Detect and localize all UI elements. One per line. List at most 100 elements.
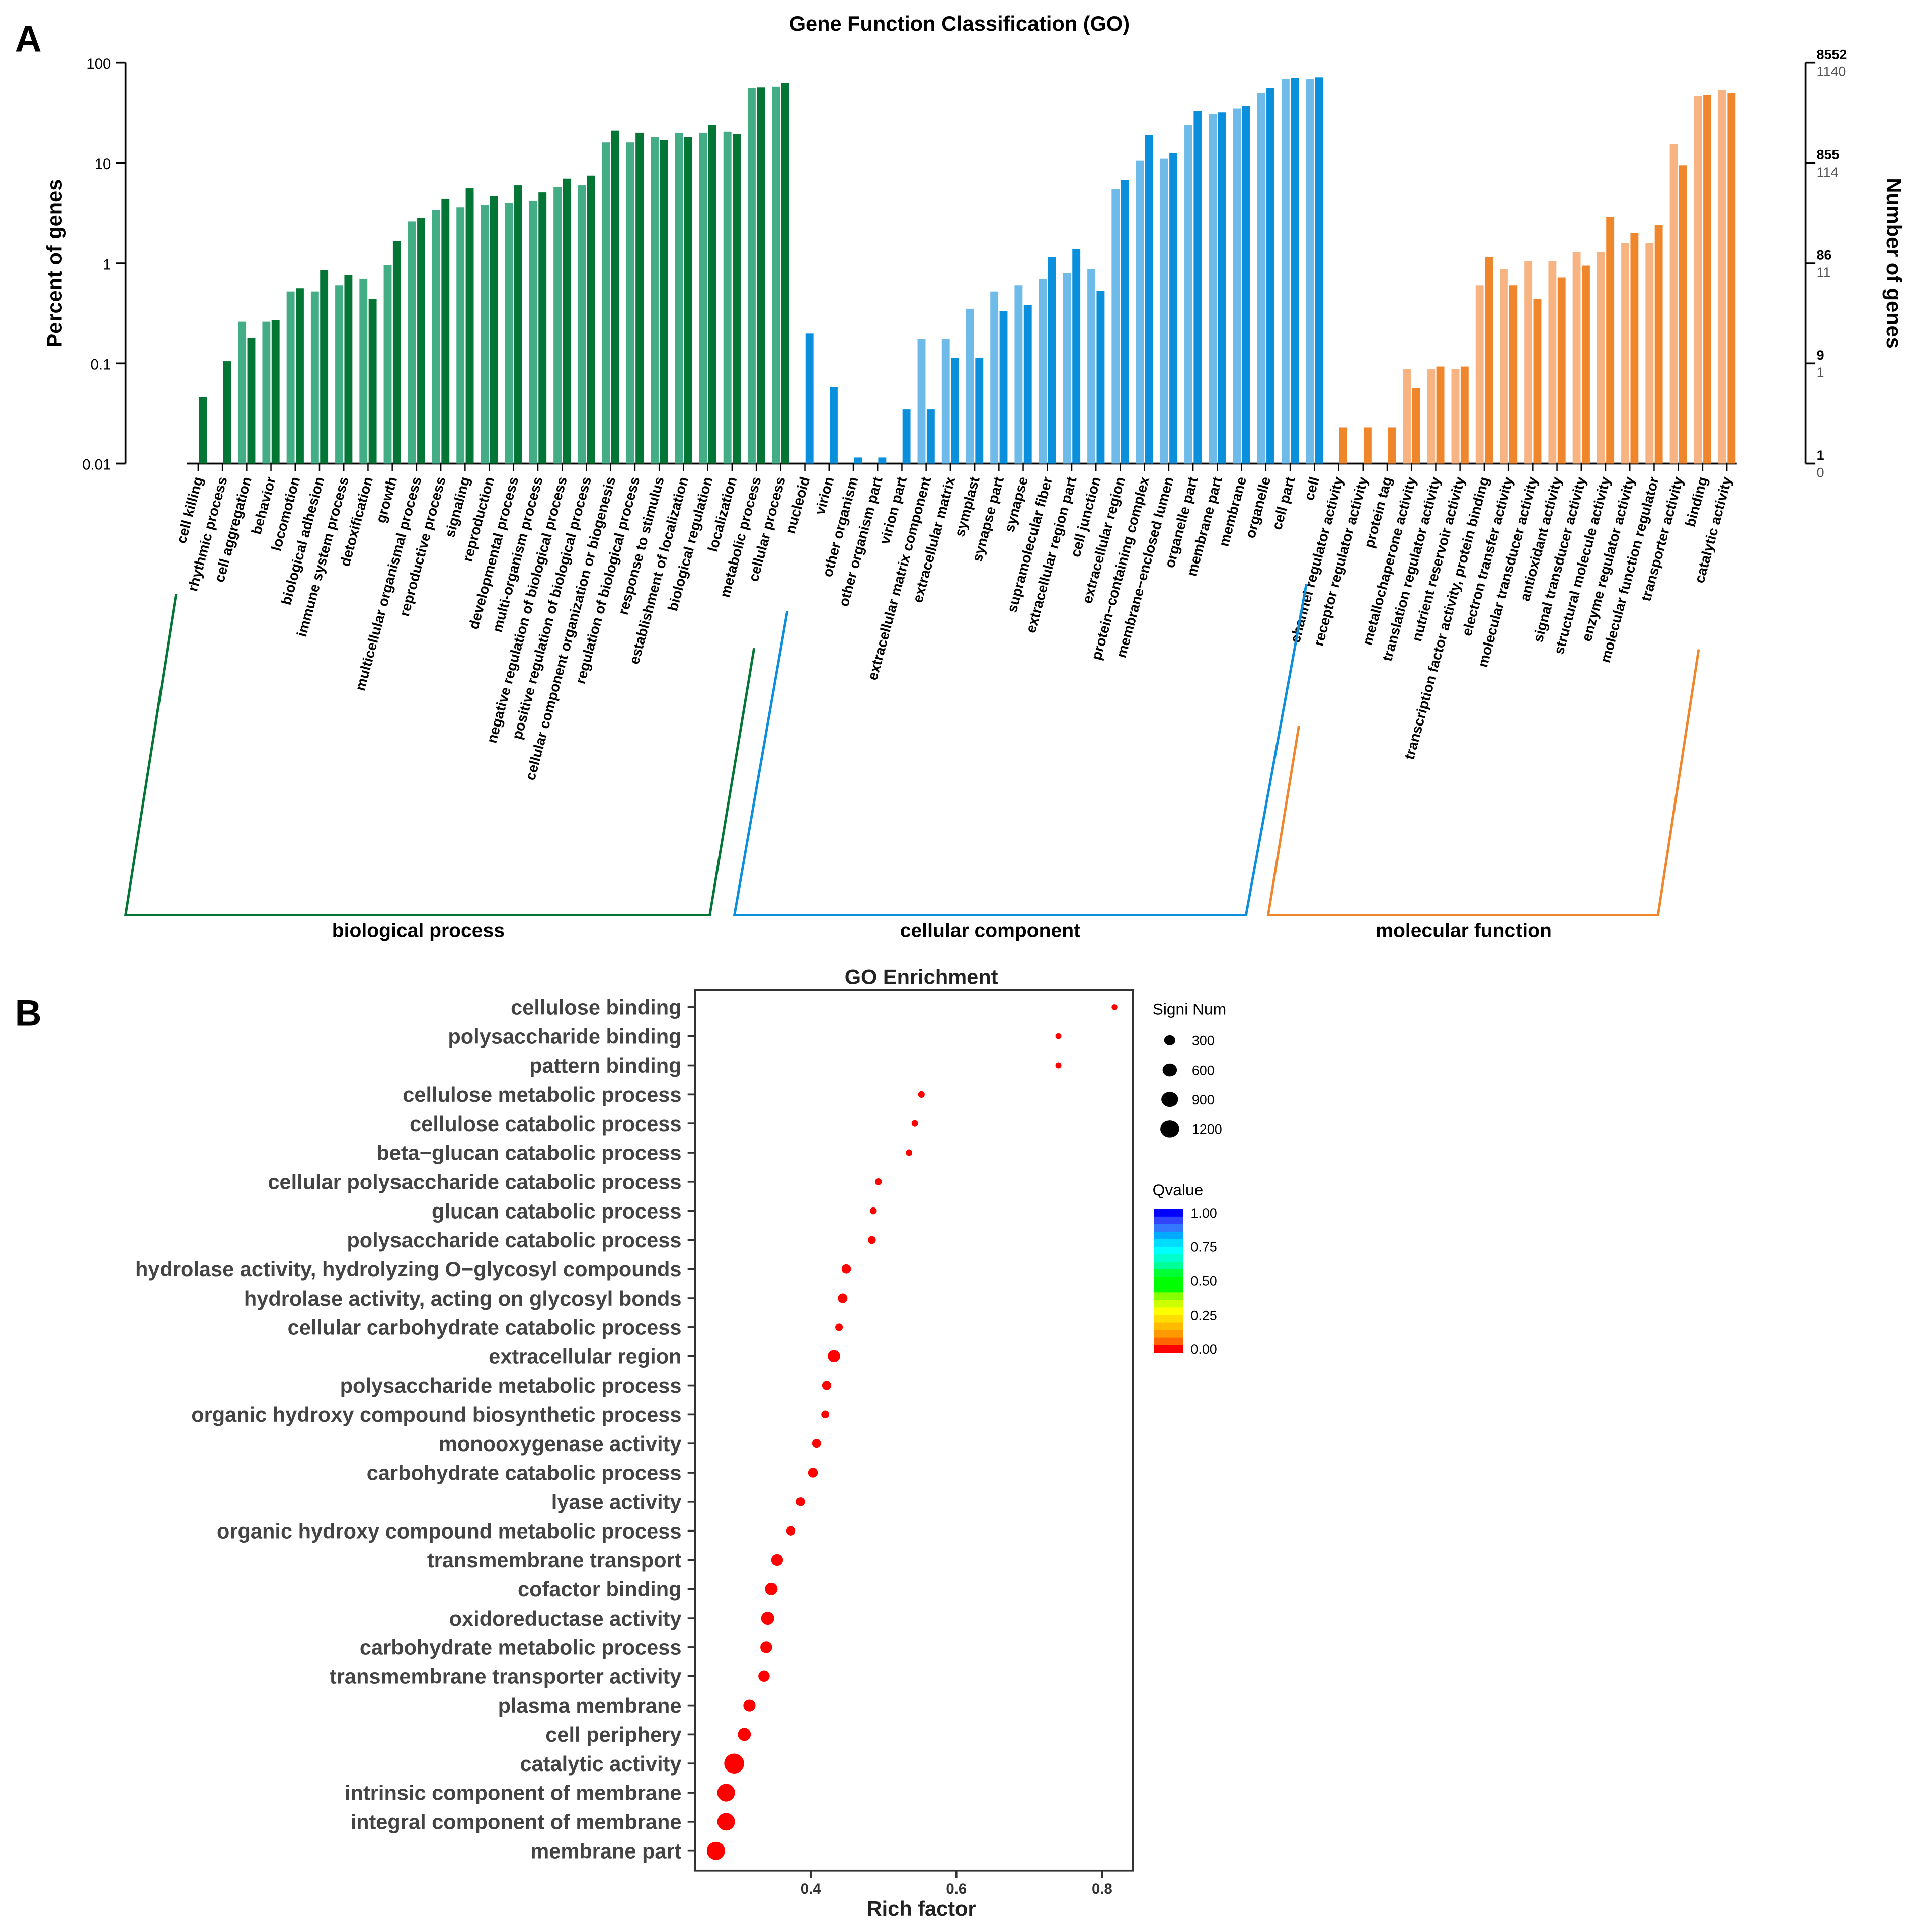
term-row-hydrolase-activity-hydrolyzing-o-glycosyl-compounds: hydrolase activity, hydrolyzing O−glycos…	[135, 1257, 851, 1281]
color-scale-band	[1154, 1247, 1183, 1255]
y-tick-label: 100	[86, 56, 111, 72]
color-legend-title: Qvalue	[1153, 1181, 1204, 1199]
enrichment-point	[821, 1410, 829, 1419]
term-label: cellulose catabolic process	[410, 1112, 681, 1136]
term-row-cellular-polysaccharide-catabolic-process: cellular polysaccharide catabolic proces…	[268, 1170, 882, 1193]
category-label: cell	[1301, 475, 1322, 502]
enrichment-point	[765, 1582, 778, 1595]
y2-tick-label-all: 1	[1817, 448, 1824, 463]
x-tick-label: 0.8	[1092, 1881, 1112, 1897]
bar-all-establishment-of-localization	[675, 132, 683, 464]
term-label: carbohydrate catabolic process	[367, 1461, 682, 1485]
size-legend: Signi Num 300 600 900 1200	[1153, 1000, 1226, 1138]
bar-deg-signaling	[465, 188, 474, 464]
term-label: transmembrane transport	[427, 1548, 682, 1572]
category-label: growth	[373, 475, 400, 524]
term-label: lyase activity	[551, 1490, 682, 1513]
enrichment-point	[738, 1728, 751, 1741]
color-scale-band	[1154, 1224, 1183, 1233]
term-row-cofactor-binding: cofactor binding	[518, 1577, 778, 1601]
term-label: beta−glucan catabolic process	[376, 1141, 681, 1165]
bar-deg-nutrient-reservoir-activity	[1460, 366, 1469, 464]
color-scale-band	[1154, 1322, 1183, 1331]
term-label: integral component of membrane	[351, 1810, 682, 1834]
color-scale-band	[1154, 1300, 1183, 1308]
term-row-transmembrane-transporter-activity: transmembrane transporter activity	[330, 1664, 770, 1688]
size-legend-dot	[1161, 1092, 1178, 1107]
bar-deg-cell-aggregation	[247, 338, 256, 464]
bar-deg-cell-part	[1291, 78, 1299, 464]
bar-all-translation-regulator-activity	[1427, 369, 1436, 464]
term-label: extracellular region	[489, 1344, 681, 1368]
y-tick-label: 0.01	[82, 457, 111, 473]
bar-deg-receptor-regulator-activity	[1363, 427, 1372, 464]
bar-all-organelle-part	[1184, 125, 1192, 464]
term-row-beta-glucan-catabolic-process: beta−glucan catabolic process	[376, 1141, 913, 1165]
bar-deg-catalytic-activity	[1727, 93, 1736, 464]
y2-tick-label-all: 86	[1817, 248, 1832, 263]
bar-all-enzyme-regulator-activity	[1621, 243, 1630, 464]
color-scale-band	[1154, 1239, 1183, 1248]
term-label: hydrolase activity, hydrolyzing O−glycos…	[135, 1257, 681, 1281]
color-legend-label: 0.00	[1190, 1342, 1217, 1357]
enrichment-point	[867, 1236, 876, 1244]
bar-all-protein-containing-complex	[1136, 160, 1144, 464]
enrichment-point	[717, 1784, 735, 1802]
bar-deg-electron-transfer-activity	[1509, 285, 1518, 464]
bar-deg-membrane-enclosed-lumen	[1169, 153, 1178, 464]
bar-deg-response-to-stimulus	[660, 139, 668, 464]
bar-deg-enzyme-regulator-activity	[1630, 233, 1639, 464]
color-scale-band	[1154, 1292, 1183, 1301]
bar-all-membrane-part	[1209, 113, 1217, 464]
term-label: cellulose binding	[511, 996, 681, 1019]
term-row-carbohydrate-catabolic-process: carbohydrate catabolic process	[367, 1461, 818, 1485]
bar-all-immune-system-process	[335, 285, 344, 464]
term-row-cellulose-catabolic-process: cellulose catabolic process	[410, 1112, 918, 1136]
bar-all-reproduction	[481, 205, 489, 464]
bar-deg-protein-tag	[1388, 427, 1396, 464]
y2-tick-label-deg: 114	[1817, 165, 1839, 180]
bar-all-nutrient-reservoir-activity	[1451, 369, 1460, 464]
bar-deg-multicellular-organismal-process	[417, 218, 426, 464]
bar-deg-reproduction	[490, 196, 498, 464]
bar-all-detoxification	[359, 278, 368, 464]
color-scale-band	[1154, 1209, 1183, 1218]
bar-all-growth	[383, 265, 392, 464]
bar-deg-supramolecular-fiber	[1048, 257, 1056, 464]
enrichment-point	[758, 1670, 770, 1682]
panel-label-b: B	[15, 993, 42, 1034]
color-scale-band	[1154, 1269, 1183, 1278]
bar-all-membrane-enclosed-lumen	[1160, 158, 1168, 464]
color-legend-label: 1.00	[1190, 1205, 1217, 1221]
enrichment-point	[724, 1753, 744, 1774]
color-legend-label: 0.25	[1190, 1308, 1217, 1323]
group-label-biological-process: biological process	[332, 920, 505, 942]
y2-axis-label: Number of genes	[1882, 178, 1906, 348]
bar-all-transcription-factor-activity-protein-binding	[1475, 285, 1484, 464]
bar-all-antioxidant-activity	[1548, 261, 1557, 464]
term-row-transmembrane-transport: transmembrane transport	[427, 1548, 783, 1572]
bar-deg-behavior	[271, 320, 280, 464]
bar-all-multi-organism-process	[529, 200, 537, 464]
term-row-carbohydrate-metabolic-process: carbohydrate metabolic process	[360, 1636, 772, 1659]
term-label: glucan catabolic process	[432, 1199, 681, 1223]
x-tick-label: 0.4	[801, 1881, 821, 1897]
bar-all-positive-regulation-of-biological-process	[578, 185, 586, 464]
enrichment-point	[828, 1350, 840, 1363]
go-classification-chart: Gene Function Classification (GO) Percen…	[43, 12, 1906, 941]
bar-all-extracellular-matrix	[941, 339, 950, 464]
y2-tick-label-deg: 1	[1817, 365, 1824, 380]
x-tick-label: 0.6	[946, 1881, 967, 1897]
term-row-polysaccharide-catabolic-process: polysaccharide catabolic process	[347, 1228, 876, 1252]
bar-deg-cell	[1315, 77, 1323, 464]
bar-deg-virion	[829, 387, 838, 464]
enrichment-point	[835, 1323, 843, 1331]
term-label: hydrolase activity, acting on glycosyl b…	[244, 1286, 682, 1310]
enrichment-point	[838, 1293, 848, 1303]
term-row-organic-hydroxy-compound-biosynthetic-process: organic hydroxy compound biosynthetic pr…	[191, 1403, 829, 1426]
bar-deg-synapse-part	[999, 311, 1008, 464]
bar-all-synapse-part	[990, 291, 999, 464]
bar-all-response-to-stimulus	[651, 137, 659, 464]
bar-deg-membrane-part	[1218, 112, 1226, 464]
bar-deg-locomotion	[295, 288, 304, 464]
